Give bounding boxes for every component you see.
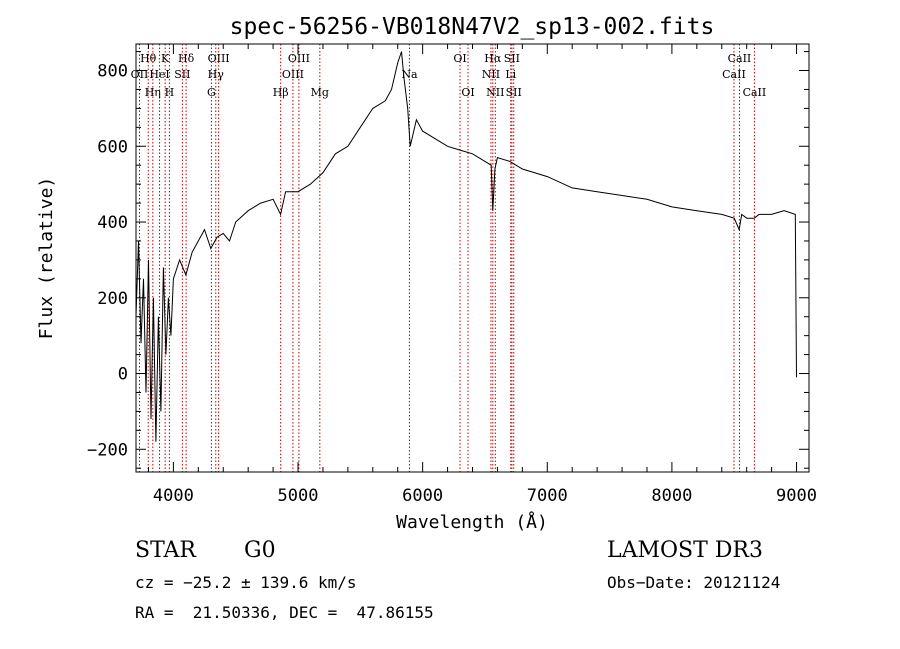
line-label: CaII: [722, 68, 746, 81]
line-label: HeI: [149, 68, 169, 81]
line-label: NII: [482, 68, 500, 81]
x-tick-label: 8000: [651, 486, 692, 506]
x-tick-label: 5000: [278, 486, 319, 506]
line-label: SII: [506, 86, 522, 99]
line-label: OIII: [282, 68, 304, 81]
coordinates: RA = 21.50336, DEC = 47.86155: [135, 603, 434, 622]
line-label: Hβ: [273, 86, 289, 99]
line-label: G: [207, 86, 216, 99]
line-label: H: [165, 86, 175, 99]
y-tick-label: 400: [97, 213, 128, 233]
y-tick-label: 200: [97, 289, 128, 309]
y-tick-label: −200: [87, 440, 128, 460]
line-label: Hθ: [140, 52, 157, 65]
line-label: Li: [505, 68, 516, 81]
line-label: Hγ: [208, 68, 225, 81]
spectrum-line: [135, 51, 797, 442]
line-label: Hη: [145, 86, 161, 99]
line-labels: OII Hθ Hη HeI K H SII Hδ G Hγ OIII Hβ OIII OIII Mg Na OI…: [131, 52, 767, 99]
line-label: OI: [461, 86, 474, 99]
cz-value: cz = −25.2 ± 139.6 km/s: [135, 573, 357, 592]
y-tick-label: 600: [97, 137, 128, 157]
line-label: CaII: [728, 52, 752, 65]
line-label: SII: [504, 52, 520, 65]
line-label: OIII: [288, 52, 310, 65]
y-tick-label: 0: [118, 365, 128, 385]
x-tick-label: 4000: [153, 486, 194, 506]
obs-date: Obs−Date: 20121124: [607, 573, 781, 592]
survey-label: LAMOST DR3: [607, 538, 763, 563]
line-label: OIII: [208, 52, 230, 65]
line-label: NII: [486, 86, 504, 99]
x-tick-label: 9000: [776, 486, 817, 506]
line-label: K: [161, 52, 170, 65]
y-axis-label: Flux (relative): [36, 177, 57, 340]
x-axis: 4000 5000 6000 7000 8000 9000: [147, 44, 817, 506]
y-axis: −200 0 200 400 600 800: [87, 51, 809, 469]
x-tick-label: 6000: [402, 486, 443, 506]
plot-frame: [135, 43, 810, 473]
y-tick-label: 800: [97, 62, 128, 82]
line-label: Hα: [484, 52, 502, 65]
subclass-label: G0: [244, 538, 276, 563]
line-label: Hδ: [178, 52, 195, 65]
line-label: Mg: [311, 86, 329, 99]
line-label: Na: [401, 68, 418, 81]
line-label: OII: [131, 68, 149, 81]
line-markers: [138, 44, 755, 472]
line-label: SII: [174, 68, 190, 81]
x-tick-label: 7000: [527, 486, 568, 506]
class-label: STAR: [135, 538, 196, 563]
chart-title: spec-56256-VB018N47V2_sp13-002.fits: [230, 14, 715, 40]
line-label: OI: [453, 52, 466, 65]
x-axis-label: Wavelength (Å): [396, 511, 548, 533]
line-label: CaII: [743, 86, 767, 99]
